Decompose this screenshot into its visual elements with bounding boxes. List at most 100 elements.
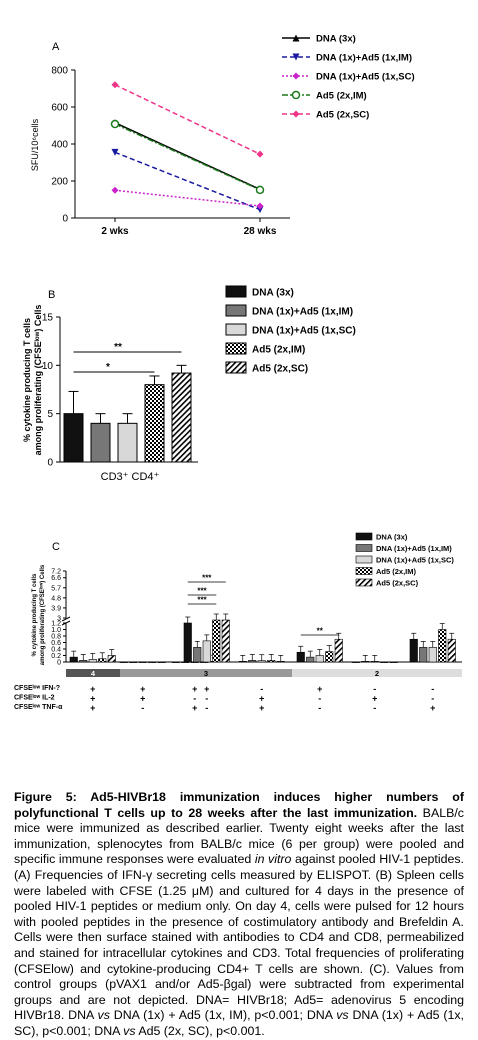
caption-vs-2: vs xyxy=(336,1008,349,1023)
caption-body-5: Ad5 (2x, SC), p<0.001. xyxy=(135,1023,265,1038)
panel-b-sig-inner: * xyxy=(106,362,110,373)
bar xyxy=(267,660,276,663)
panel-c-ylabel-1: % cytokine producing T cells xyxy=(32,573,38,656)
legend-marker xyxy=(292,53,300,61)
panel-c-label: C xyxy=(52,541,60,553)
panel-c-legend: DNA (3x) DNA (1x)+Ad5 (1x,IM) DNA (1x)+Ad5… xyxy=(355,532,454,588)
cytokine-sign: + xyxy=(90,703,95,713)
cytokine-sign: + xyxy=(140,694,145,704)
cytokine-sign: - xyxy=(205,703,208,713)
legend-marker xyxy=(291,90,301,100)
bar xyxy=(88,659,97,663)
legend-swatch xyxy=(355,544,373,552)
bar xyxy=(334,638,343,663)
bar xyxy=(447,638,456,663)
series-point xyxy=(256,206,264,214)
panel-a-label: A xyxy=(52,41,60,53)
legend-swatch xyxy=(225,323,247,336)
bar xyxy=(315,655,324,663)
bar xyxy=(63,413,84,463)
cytokine-sign: + xyxy=(430,703,435,713)
series-point xyxy=(256,150,264,158)
sig-label: *** xyxy=(197,587,207,596)
panel-b-label: B xyxy=(48,289,55,301)
y-tick-label: 1.2 xyxy=(51,621,61,628)
cytokine-row-label: CFSEˡᵒʷ IL-2 xyxy=(14,695,55,702)
series-point xyxy=(111,148,119,156)
series-point xyxy=(256,202,264,210)
bar xyxy=(370,661,379,663)
y-tick-label: 0 xyxy=(47,458,53,469)
bar xyxy=(107,655,116,663)
y-tick-label: 0.4 xyxy=(51,647,61,654)
panel-c-significance: *********** xyxy=(187,574,339,636)
x-tick-label: 2 wks xyxy=(101,226,129,237)
series-line xyxy=(114,84,261,155)
legend-swatch xyxy=(355,555,373,564)
bar xyxy=(117,422,138,463)
y-tick-label: 600 xyxy=(51,103,68,114)
cytokine-sign: + xyxy=(317,684,322,694)
panel-c-cytokine-rows: +++++-+-++---+++---+---+CFSEˡᵒʷ IFN-?CFS… xyxy=(14,684,435,713)
series-point xyxy=(255,185,265,195)
bar xyxy=(325,651,334,663)
caption-body-1: BALB/c mice were immunized as described … xyxy=(14,805,465,867)
cytokine-sign: + xyxy=(259,694,264,704)
bar xyxy=(428,647,437,663)
sig-label: ** xyxy=(317,627,324,636)
bar xyxy=(79,660,88,663)
panel-b-legend: DNA (3x) DNA (1x)+Ad5 (1x,IM) DNA (1x)+Ad5… xyxy=(225,285,356,375)
bar xyxy=(129,661,138,663)
bar xyxy=(306,656,315,663)
bar xyxy=(171,661,180,663)
legend-marker xyxy=(292,110,300,118)
y-tick-label: 6.6 xyxy=(51,575,61,582)
band-segment xyxy=(66,669,120,677)
cytokine-sign: - xyxy=(431,684,434,694)
cytokine-sign: - xyxy=(373,684,376,694)
legend-label: DNA (1x)+Ad5 (1x,IM) xyxy=(376,544,452,553)
bar xyxy=(148,661,157,663)
bar xyxy=(257,660,266,663)
bar xyxy=(69,656,78,663)
legend-label: Ad5 (2x,SC) xyxy=(376,579,419,588)
legend-swatch xyxy=(355,532,373,541)
bar xyxy=(183,622,192,663)
panel-a-ylabel: SFU/10⁶cells xyxy=(30,118,40,171)
legend-marker xyxy=(292,72,300,80)
caption-italic: in vitro xyxy=(254,852,292,867)
y-tick-label: 1.0 xyxy=(51,627,61,634)
legend-marker xyxy=(292,34,300,42)
panel-c-group-band: 4 3 2 xyxy=(66,669,462,678)
legend-label: DNA (3x) xyxy=(316,34,356,45)
cytokine-sign: + xyxy=(204,684,209,694)
bar xyxy=(238,661,247,663)
bar xyxy=(380,661,389,663)
y-tick-label: 10 xyxy=(42,361,54,372)
bar xyxy=(361,661,370,663)
panel-c-ylabel-2: among proliferating (CFSEˡᵒʷ) Cells xyxy=(39,564,46,665)
legend-label: DNA (1x)+Ad5 (1x,SC) xyxy=(252,326,356,337)
bar xyxy=(419,647,428,663)
legend-swatch xyxy=(355,567,373,575)
legend-swatch xyxy=(355,578,373,587)
legend-label: Ad5 (2x,SC) xyxy=(252,364,308,375)
legend-label: DNA (1x)+Ad5 (1x,IM) xyxy=(252,307,353,318)
caption-vs-1: vs xyxy=(97,1008,110,1023)
caption-body-2: against pooled HIV-1 peptides. (A) Frequ… xyxy=(14,852,465,1023)
cytokine-sign: + xyxy=(90,694,95,704)
y-tick-label: 5 xyxy=(47,409,53,420)
legend-swatch xyxy=(225,342,247,355)
axis-break xyxy=(61,616,71,622)
bar xyxy=(438,629,447,663)
caption-vs-3: vs xyxy=(123,1023,136,1038)
y-tick-label: 0 xyxy=(57,660,61,667)
cytokine-sign: - xyxy=(260,684,263,694)
y-tick-label: 0.8 xyxy=(51,634,61,641)
cytokine-sign: - xyxy=(318,694,321,704)
cytokine-sign: + xyxy=(90,684,95,694)
cytokine-sign: + xyxy=(192,684,197,694)
y-tick-label: 800 xyxy=(51,66,68,77)
sig-label: *** xyxy=(197,596,207,605)
